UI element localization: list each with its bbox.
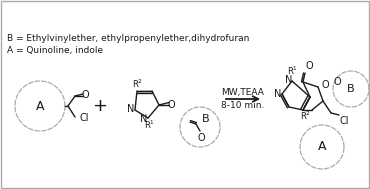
Text: R$^1$: R$^1$ [144, 119, 155, 131]
Text: O: O [167, 99, 175, 109]
Text: A: A [318, 140, 326, 153]
Text: O: O [197, 133, 205, 143]
Text: B = Ethylvinylether, ethylpropenylether,dihydrofuran: B = Ethylvinylether, ethylpropenylether,… [7, 34, 249, 43]
Text: O: O [81, 91, 89, 101]
Text: N: N [274, 89, 281, 99]
Text: R$^2$: R$^2$ [300, 110, 312, 122]
Text: A: A [36, 99, 44, 112]
Text: R$^1$: R$^1$ [287, 65, 299, 77]
Text: Cl: Cl [340, 116, 350, 126]
Text: B: B [347, 84, 355, 94]
Text: O: O [333, 77, 341, 87]
Text: O: O [306, 61, 314, 71]
Text: N: N [127, 104, 134, 114]
Text: Cl: Cl [80, 113, 90, 123]
Text: O: O [321, 80, 329, 90]
Text: B: B [202, 114, 210, 124]
Text: N: N [285, 75, 292, 85]
Text: N: N [139, 114, 147, 124]
Text: R$^2$: R$^2$ [132, 78, 144, 90]
Text: A = Quinoline, indole: A = Quinoline, indole [7, 46, 103, 55]
Text: MW,TEAA: MW,TEAA [222, 88, 265, 97]
Text: 8-10 min.: 8-10 min. [221, 101, 265, 109]
Text: +: + [92, 97, 108, 115]
